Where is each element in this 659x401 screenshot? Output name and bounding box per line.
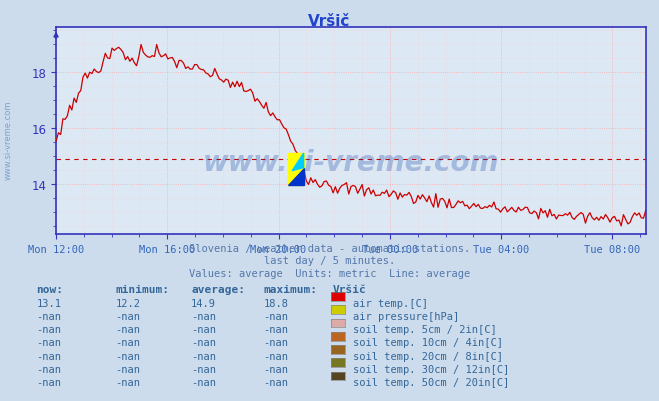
Text: -nan: -nan (115, 377, 140, 387)
Text: -nan: -nan (191, 324, 216, 334)
Text: -nan: -nan (36, 377, 61, 387)
Text: -nan: -nan (115, 351, 140, 361)
Text: soil temp. 30cm / 12in[C]: soil temp. 30cm / 12in[C] (353, 364, 509, 374)
Text: last day / 5 minutes.: last day / 5 minutes. (264, 256, 395, 266)
Text: -nan: -nan (191, 351, 216, 361)
Polygon shape (289, 168, 304, 186)
Text: -nan: -nan (36, 351, 61, 361)
Text: air temp.[C]: air temp.[C] (353, 298, 428, 308)
Text: -nan: -nan (264, 377, 289, 387)
Text: average:: average: (191, 285, 245, 295)
Text: -nan: -nan (264, 311, 289, 321)
Text: 12.2: 12.2 (115, 298, 140, 308)
Bar (289, 154, 304, 186)
Text: -nan: -nan (115, 311, 140, 321)
Text: soil temp. 10cm / 4in[C]: soil temp. 10cm / 4in[C] (353, 338, 503, 348)
Text: Slovenia / weather data - automatic stations.: Slovenia / weather data - automatic stat… (189, 244, 470, 254)
Text: 18.8: 18.8 (264, 298, 289, 308)
Text: -nan: -nan (264, 338, 289, 348)
Text: -nan: -nan (191, 338, 216, 348)
Text: www.si-vreme.com: www.si-vreme.com (3, 101, 13, 180)
Text: Vršič: Vršič (333, 285, 366, 295)
Text: now:: now: (36, 285, 63, 295)
Text: soil temp. 20cm / 8in[C]: soil temp. 20cm / 8in[C] (353, 351, 503, 361)
Text: -nan: -nan (115, 364, 140, 374)
Text: 14.9: 14.9 (191, 298, 216, 308)
Text: -nan: -nan (115, 338, 140, 348)
Text: soil temp. 50cm / 20in[C]: soil temp. 50cm / 20in[C] (353, 377, 509, 387)
Text: www.si-vreme.com: www.si-vreme.com (203, 148, 499, 176)
Text: -nan: -nan (36, 338, 61, 348)
Text: air pressure[hPa]: air pressure[hPa] (353, 311, 459, 321)
Text: -nan: -nan (264, 324, 289, 334)
Text: -nan: -nan (36, 364, 61, 374)
Text: -nan: -nan (191, 377, 216, 387)
Text: Values: average  Units: metric  Line: average: Values: average Units: metric Line: aver… (189, 268, 470, 278)
Text: -nan: -nan (264, 351, 289, 361)
Text: maximum:: maximum: (264, 285, 318, 295)
Text: 13.1: 13.1 (36, 298, 61, 308)
Text: -nan: -nan (191, 311, 216, 321)
Text: -nan: -nan (36, 324, 61, 334)
Text: -nan: -nan (264, 364, 289, 374)
Text: soil temp. 5cm / 2in[C]: soil temp. 5cm / 2in[C] (353, 324, 496, 334)
Text: minimum:: minimum: (115, 285, 169, 295)
Text: -nan: -nan (115, 324, 140, 334)
Text: Vršič: Vršič (308, 14, 351, 29)
Text: -nan: -nan (36, 311, 61, 321)
Polygon shape (292, 154, 304, 171)
Text: -nan: -nan (191, 364, 216, 374)
